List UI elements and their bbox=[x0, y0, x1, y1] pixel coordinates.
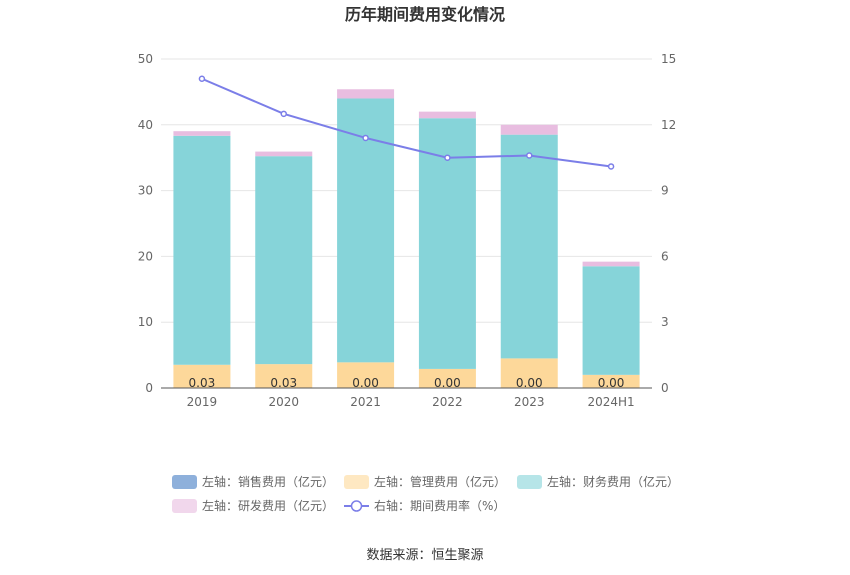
right-tick-label: 15 bbox=[661, 52, 676, 66]
legend-label: 左轴：管理费用（亿元） bbox=[374, 474, 506, 489]
bar-segment bbox=[255, 364, 313, 388]
bar-segment bbox=[500, 124, 558, 135]
bar-labels: 0.03 0.03 0.00 0.00 0.00 0.00 bbox=[189, 376, 625, 390]
bar-segment bbox=[418, 111, 476, 119]
legend-item[interactable]: 左轴：研发费用（亿元） bbox=[172, 498, 334, 513]
legend-label: 左轴：研发费用（亿元） bbox=[202, 498, 334, 513]
legend-swatch-icon bbox=[172, 475, 197, 489]
rate-point bbox=[526, 152, 533, 159]
bar-segment bbox=[500, 358, 558, 388]
data-source: 数据来源：恒生聚源 bbox=[366, 548, 483, 563]
rate-point bbox=[444, 154, 451, 161]
bar-segment bbox=[255, 156, 313, 365]
rate-point bbox=[607, 163, 615, 170]
legend-swatch-icon bbox=[344, 475, 369, 489]
left-tick-label: 20 bbox=[138, 249, 153, 263]
bar-data-label: 0.03 bbox=[189, 376, 216, 390]
legend-item[interactable]: 右轴：期间费用率（%） bbox=[344, 498, 505, 513]
left-tick-label: 10 bbox=[138, 315, 153, 329]
right-tick-label: 0 bbox=[661, 381, 669, 395]
left-tick-label: 0 bbox=[145, 381, 153, 395]
left-tick-label: 50 bbox=[138, 52, 153, 66]
legend[interactable]: 左轴：销售费用（亿元） 左轴：管理费用（亿元） 左轴：财务费用（亿元） 左轴：研发费用… bbox=[172, 474, 679, 513]
right-tick-label: 3 bbox=[661, 315, 669, 329]
legend-swatch-icon bbox=[172, 499, 197, 513]
bar-segment bbox=[173, 131, 231, 136]
bar-segment bbox=[337, 89, 395, 99]
bar-data-label: 0.00 bbox=[516, 376, 543, 390]
bar-data-label: 0.00 bbox=[434, 376, 461, 390]
x-tick-label: 2019 bbox=[187, 395, 218, 409]
bar-segment bbox=[337, 362, 395, 388]
left-tick-label: 30 bbox=[138, 184, 153, 198]
x-tick-label: 2021 bbox=[350, 395, 381, 409]
right-axis-ticks: 0 3 6 9 12 15 bbox=[661, 52, 676, 395]
bar-segment bbox=[255, 151, 313, 157]
left-axis-ticks: 0 10 20 30 40 50 bbox=[138, 52, 153, 395]
rate-line-path bbox=[201, 77, 612, 168]
gridlines bbox=[161, 58, 652, 323]
bar-segment bbox=[500, 134, 558, 359]
legend-item[interactable]: 左轴：销售费用（亿元） bbox=[172, 474, 334, 489]
legend-item[interactable]: 左轴：财务费用（亿元） bbox=[517, 474, 679, 489]
rate-line bbox=[198, 75, 615, 170]
bar-segment bbox=[173, 364, 231, 388]
chart-title: 历年期间费用变化情况 bbox=[345, 5, 505, 24]
legend-swatch-icon bbox=[517, 475, 542, 489]
legend-label: 左轴：销售费用（亿元） bbox=[202, 474, 334, 489]
rate-point bbox=[280, 110, 287, 118]
legend-label: 右轴：期间费用率（%） bbox=[374, 498, 505, 513]
bar-segment bbox=[418, 368, 476, 388]
legend-marker-icon bbox=[350, 500, 363, 512]
x-tick-label: 2023 bbox=[514, 395, 545, 409]
x-tick-label: 2020 bbox=[268, 395, 299, 409]
bar-data-label: 0.00 bbox=[598, 376, 625, 390]
right-tick-label: 12 bbox=[661, 118, 676, 132]
bar-segment bbox=[173, 135, 231, 365]
x-tick-label: 2022 bbox=[432, 395, 463, 409]
legend-item[interactable]: 左轴：管理费用（亿元） bbox=[344, 474, 506, 489]
legend-label: 左轴：财务费用（亿元） bbox=[547, 474, 679, 489]
rate-point bbox=[362, 134, 369, 142]
rate-point bbox=[198, 75, 206, 82]
right-tick-label: 6 bbox=[661, 249, 669, 263]
left-tick-label: 40 bbox=[138, 118, 153, 132]
x-axis-ticks: 2019 2020 2021 2022 2023 2024H1 bbox=[187, 395, 635, 409]
bar-data-label: 0.00 bbox=[352, 376, 379, 390]
bar-segment bbox=[582, 261, 640, 267]
bars bbox=[173, 89, 640, 388]
right-tick-label: 9 bbox=[661, 184, 669, 198]
bar-segment bbox=[582, 266, 640, 375]
bar-data-label: 0.03 bbox=[270, 376, 297, 390]
x-tick-label: 2024H1 bbox=[587, 395, 634, 409]
bar-segment bbox=[582, 374, 640, 388]
